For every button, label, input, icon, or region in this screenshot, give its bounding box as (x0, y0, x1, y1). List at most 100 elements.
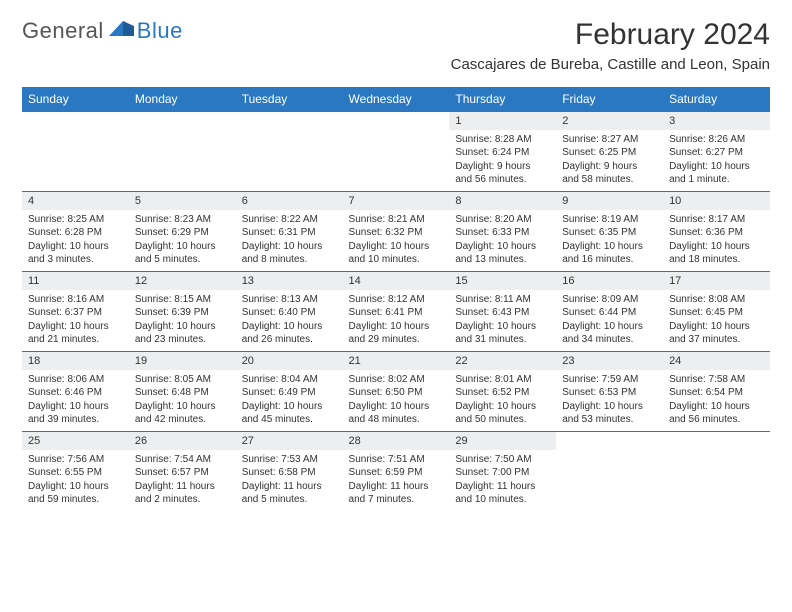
day-content-cell: Sunrise: 8:22 AMSunset: 6:31 PMDaylight:… (236, 210, 343, 272)
day-content-cell (129, 130, 236, 192)
day-ss: Sunset: 6:44 PM (562, 306, 657, 320)
day-number-cell: 17 (663, 272, 770, 290)
day-number: 26 (135, 435, 147, 447)
day-number-cell: 23 (556, 352, 663, 370)
day-sr: Sunrise: 7:53 AM (242, 453, 337, 467)
day-number: 21 (349, 355, 361, 367)
day-content-cell: Sunrise: 8:06 AMSunset: 6:46 PMDaylight:… (22, 370, 129, 432)
day-content-cell: Sunrise: 8:04 AMSunset: 6:49 PMDaylight:… (236, 370, 343, 432)
day-d1: Daylight: 10 hours (135, 240, 230, 254)
day-number-cell: 4 (22, 192, 129, 210)
content-row: Sunrise: 8:06 AMSunset: 6:46 PMDaylight:… (22, 370, 770, 432)
day-d1: Daylight: 9 hours (455, 160, 550, 174)
day-sr: Sunrise: 8:08 AM (669, 293, 764, 307)
day-sr: Sunrise: 8:13 AM (242, 293, 337, 307)
day-number: 4 (28, 195, 34, 207)
day-content-cell (556, 450, 663, 512)
day-d2: and 2 minutes. (135, 493, 230, 507)
day-number: 14 (349, 275, 361, 287)
day-d2: and 31 minutes. (455, 333, 550, 347)
day-sr: Sunrise: 8:11 AM (455, 293, 550, 307)
day-number: 13 (242, 275, 254, 287)
day-content-cell: Sunrise: 8:13 AMSunset: 6:40 PMDaylight:… (236, 290, 343, 352)
day-ss: Sunset: 6:41 PM (349, 306, 444, 320)
day-number: 24 (669, 355, 681, 367)
day-d1: Daylight: 10 hours (28, 480, 123, 494)
day-sr: Sunrise: 7:56 AM (28, 453, 123, 467)
day-number: 16 (562, 275, 574, 287)
day-ss: Sunset: 6:53 PM (562, 386, 657, 400)
day-number-cell: 5 (129, 192, 236, 210)
day-d2: and 48 minutes. (349, 413, 444, 427)
day-sr: Sunrise: 8:23 AM (135, 213, 230, 227)
day-number-cell: 20 (236, 352, 343, 370)
day-ss: Sunset: 6:31 PM (242, 226, 337, 240)
day-number: 23 (562, 355, 574, 367)
day-sr: Sunrise: 8:12 AM (349, 293, 444, 307)
day-ss: Sunset: 6:33 PM (455, 226, 550, 240)
day-sr: Sunrise: 8:17 AM (669, 213, 764, 227)
logo-text-general: General (22, 18, 104, 44)
day-content-cell: Sunrise: 8:01 AMSunset: 6:52 PMDaylight:… (449, 370, 556, 432)
weekday-header: Thursday (449, 87, 556, 112)
day-content-cell: Sunrise: 8:21 AMSunset: 6:32 PMDaylight:… (343, 210, 450, 272)
day-d1: Daylight: 11 hours (242, 480, 337, 494)
day-d1: Daylight: 10 hours (28, 400, 123, 414)
day-sr: Sunrise: 8:01 AM (455, 373, 550, 387)
day-number: 3 (669, 115, 675, 127)
day-d1: Daylight: 10 hours (562, 320, 657, 334)
day-d2: and 3 minutes. (28, 253, 123, 267)
day-d1: Daylight: 10 hours (349, 240, 444, 254)
day-sr: Sunrise: 8:22 AM (242, 213, 337, 227)
content-row: Sunrise: 8:28 AMSunset: 6:24 PMDaylight:… (22, 130, 770, 192)
day-number-cell: 14 (343, 272, 450, 290)
logo-mark-icon (109, 19, 135, 42)
day-d2: and 58 minutes. (562, 173, 657, 187)
daynum-row: 2526272829 (22, 432, 770, 450)
day-ss: Sunset: 6:59 PM (349, 466, 444, 480)
day-d1: Daylight: 10 hours (349, 320, 444, 334)
day-sr: Sunrise: 8:25 AM (28, 213, 123, 227)
day-content-cell: Sunrise: 8:19 AMSunset: 6:35 PMDaylight:… (556, 210, 663, 272)
day-d2: and 5 minutes. (135, 253, 230, 267)
day-number-cell: 11 (22, 272, 129, 290)
day-sr: Sunrise: 8:06 AM (28, 373, 123, 387)
content-row: Sunrise: 8:25 AMSunset: 6:28 PM Daylight:… (22, 210, 770, 272)
day-number-cell (22, 112, 129, 130)
content-row: Sunrise: 7:56 AMSunset: 6:55 PMDaylight:… (22, 450, 770, 512)
day-ss: Sunset: 6:24 PM (455, 146, 550, 160)
day-d2: and 18 minutes. (669, 253, 764, 267)
day-sr: Sunrise: 7:50 AM (455, 453, 550, 467)
day-sr: Sunrise: 8:28 AM (455, 133, 550, 147)
day-number-cell: 16 (556, 272, 663, 290)
day-d2: and 23 minutes. (135, 333, 230, 347)
day-number-cell: 26 (129, 432, 236, 450)
weekday-header: Tuesday (236, 87, 343, 112)
day-content-cell: Sunrise: 8:02 AMSunset: 6:50 PMDaylight:… (343, 370, 450, 432)
day-content-cell: Sunrise: 8:28 AMSunset: 6:24 PMDaylight:… (449, 130, 556, 192)
day-content-cell: Sunrise: 8:15 AMSunset: 6:39 PMDaylight:… (129, 290, 236, 352)
day-content-cell: Sunrise: 7:51 AMSunset: 6:59 PMDaylight:… (343, 450, 450, 512)
day-d2: and 21 minutes. (28, 333, 123, 347)
day-number-cell: 1 (449, 112, 556, 130)
day-d1: Daylight: 10 hours (669, 320, 764, 334)
day-content-cell: Sunrise: 8:26 AMSunset: 6:27 PMDaylight:… (663, 130, 770, 192)
day-d1: Daylight: 10 hours (669, 240, 764, 254)
day-d2: and 5 minutes. (242, 493, 337, 507)
day-number-cell: 3 (663, 112, 770, 130)
day-number: 6 (242, 195, 248, 207)
day-content-cell (343, 130, 450, 192)
day-ss: Sunset: 6:35 PM (562, 226, 657, 240)
day-number-cell: 18 (22, 352, 129, 370)
weekday-header: Wednesday (343, 87, 450, 112)
day-number: 29 (455, 435, 467, 447)
day-d1: Daylight: 10 hours (242, 320, 337, 334)
day-content-cell: Sunrise: 8:23 AMSunset: 6:29 PMDaylight:… (129, 210, 236, 272)
day-number-cell (556, 432, 663, 450)
day-ss: Sunset: 6:28 PM (28, 226, 123, 240)
day-content-cell: Sunrise: 8:09 AMSunset: 6:44 PMDaylight:… (556, 290, 663, 352)
day-d1: Daylight: 9 hours (562, 160, 657, 174)
day-d2: and 34 minutes. (562, 333, 657, 347)
day-d1: Daylight: 10 hours (349, 400, 444, 414)
day-ss: Sunset: 6:46 PM (28, 386, 123, 400)
